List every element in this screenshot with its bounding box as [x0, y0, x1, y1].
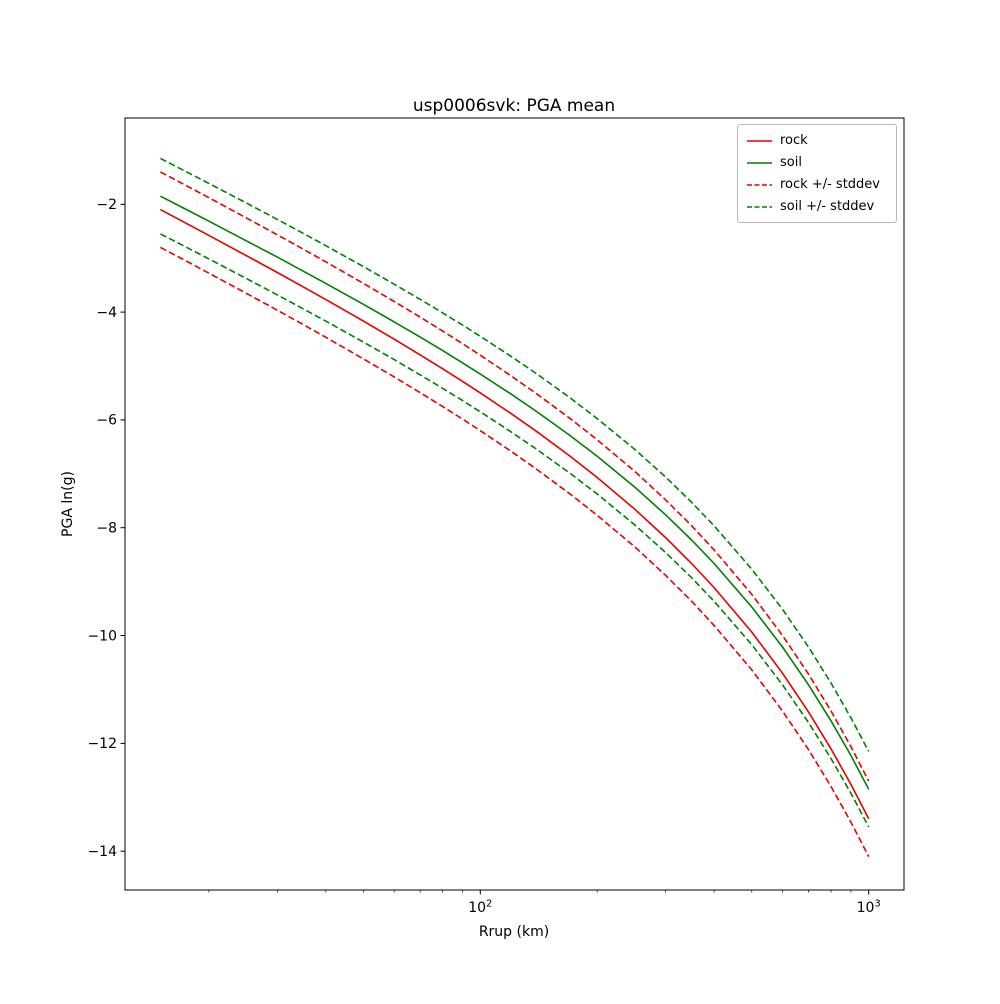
y-tick-label: −10 [87, 628, 117, 644]
series-layer [160, 157, 870, 857]
y-axis-label: PGA ln(g) [60, 471, 76, 537]
axes-frame [124, 117, 905, 891]
legend-entry-soil-stddev: soil +/- stddev [746, 197, 888, 216]
y-tick-label: −2 [96, 197, 117, 213]
legend-line-sample-dashed-green [747, 206, 772, 208]
legend-label: rock [780, 133, 808, 148]
y-tick-label: −4 [96, 305, 117, 321]
x-tick-label: 103 [857, 899, 881, 917]
legend-line-sample-solid-red [747, 140, 772, 142]
legend-label: soil +/- stddev [780, 199, 875, 214]
soil-mean-line [160, 195, 870, 790]
legend-entry-rock: rock [746, 131, 888, 150]
chart-title: usp0006svk: PGA mean [413, 96, 615, 116]
rock-stddev-lower-line [160, 246, 870, 857]
y-tick-label: −8 [96, 521, 117, 537]
y-tick-label: −14 [87, 844, 117, 860]
legend-label: soil [780, 155, 802, 170]
legend-line-sample-dashed-red [747, 184, 772, 186]
y-tick-label: −6 [96, 413, 117, 429]
rock-mean-line [160, 208, 870, 820]
legend-line-sample-solid-green [747, 162, 772, 164]
soil-stddev-lower-line [160, 233, 870, 828]
x-tick-label: 102 [468, 899, 492, 917]
legend-entry-rock-stddev: rock +/- stddev [746, 175, 888, 194]
legend: rock soil rock +/- stddev soil +/- stdde… [737, 124, 897, 223]
axes-layer [124, 117, 905, 891]
legend-entry-soil: soil [746, 153, 888, 172]
x-axis-label: Rrup (km) [479, 924, 549, 940]
legend-label: rock +/- stddev [780, 177, 880, 192]
y-tick-label: −12 [87, 736, 117, 752]
tick-layer: 102 103 −2 −4 −6 −8 −10 −12 −14 [87, 197, 880, 916]
soil-stddev-upper-line [160, 157, 870, 752]
rock-stddev-upper-line [160, 171, 870, 782]
